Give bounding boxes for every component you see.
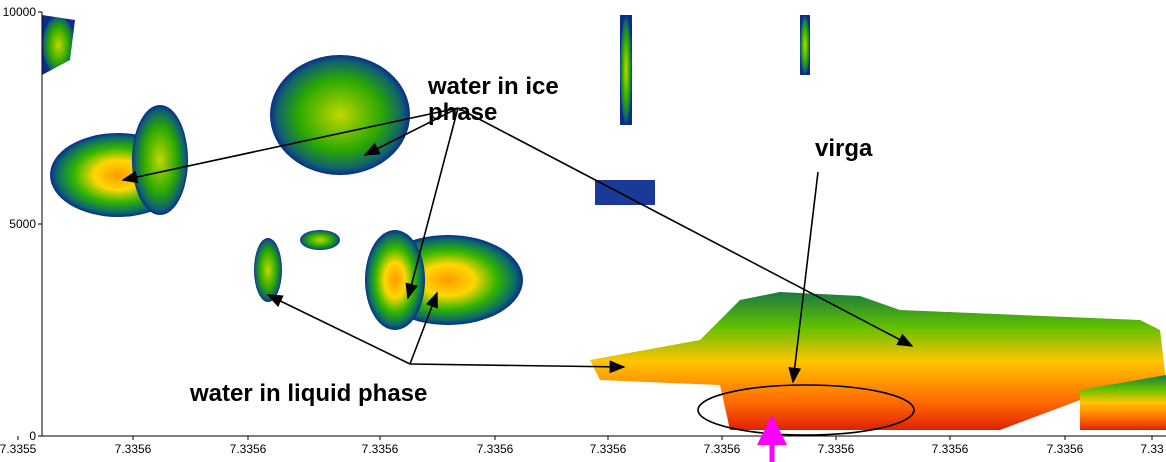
annotation: virga [815,135,873,162]
arrow [457,107,914,347]
x-tick-label: 7.3356 [932,442,969,456]
arrow [363,107,459,156]
arrow [409,360,626,374]
x-tick-label: 7.3356 [362,442,399,456]
y-tick-label: 5000 [9,217,36,231]
x-tick-label: 7.3355 [0,442,37,456]
x-tick-label: 7.33 [1140,442,1164,456]
x-tick-label: 7.3356 [704,442,741,456]
x-tick-label: 7.3356 [115,442,152,456]
annotation: water in ice phase [428,73,559,126]
x-tick-label: 7.3356 [477,442,514,456]
y-tick-label: 10000 [3,5,37,19]
arrow [121,107,459,184]
y-tick-label: 0 [29,429,36,443]
x-tick-label: 7.3356 [230,442,267,456]
arrow [409,291,438,365]
highlight-ellipse [697,384,915,436]
arrow [405,107,459,300]
x-tick-label: 7.3356 [818,442,855,456]
x-tick-label: 7.3356 [590,442,627,456]
arrow [788,171,819,384]
x-tick-label: 7.3356 [1047,442,1084,456]
arrow [266,294,411,365]
echo-field [42,15,1166,430]
annotation: water in liquid phase [190,380,428,407]
